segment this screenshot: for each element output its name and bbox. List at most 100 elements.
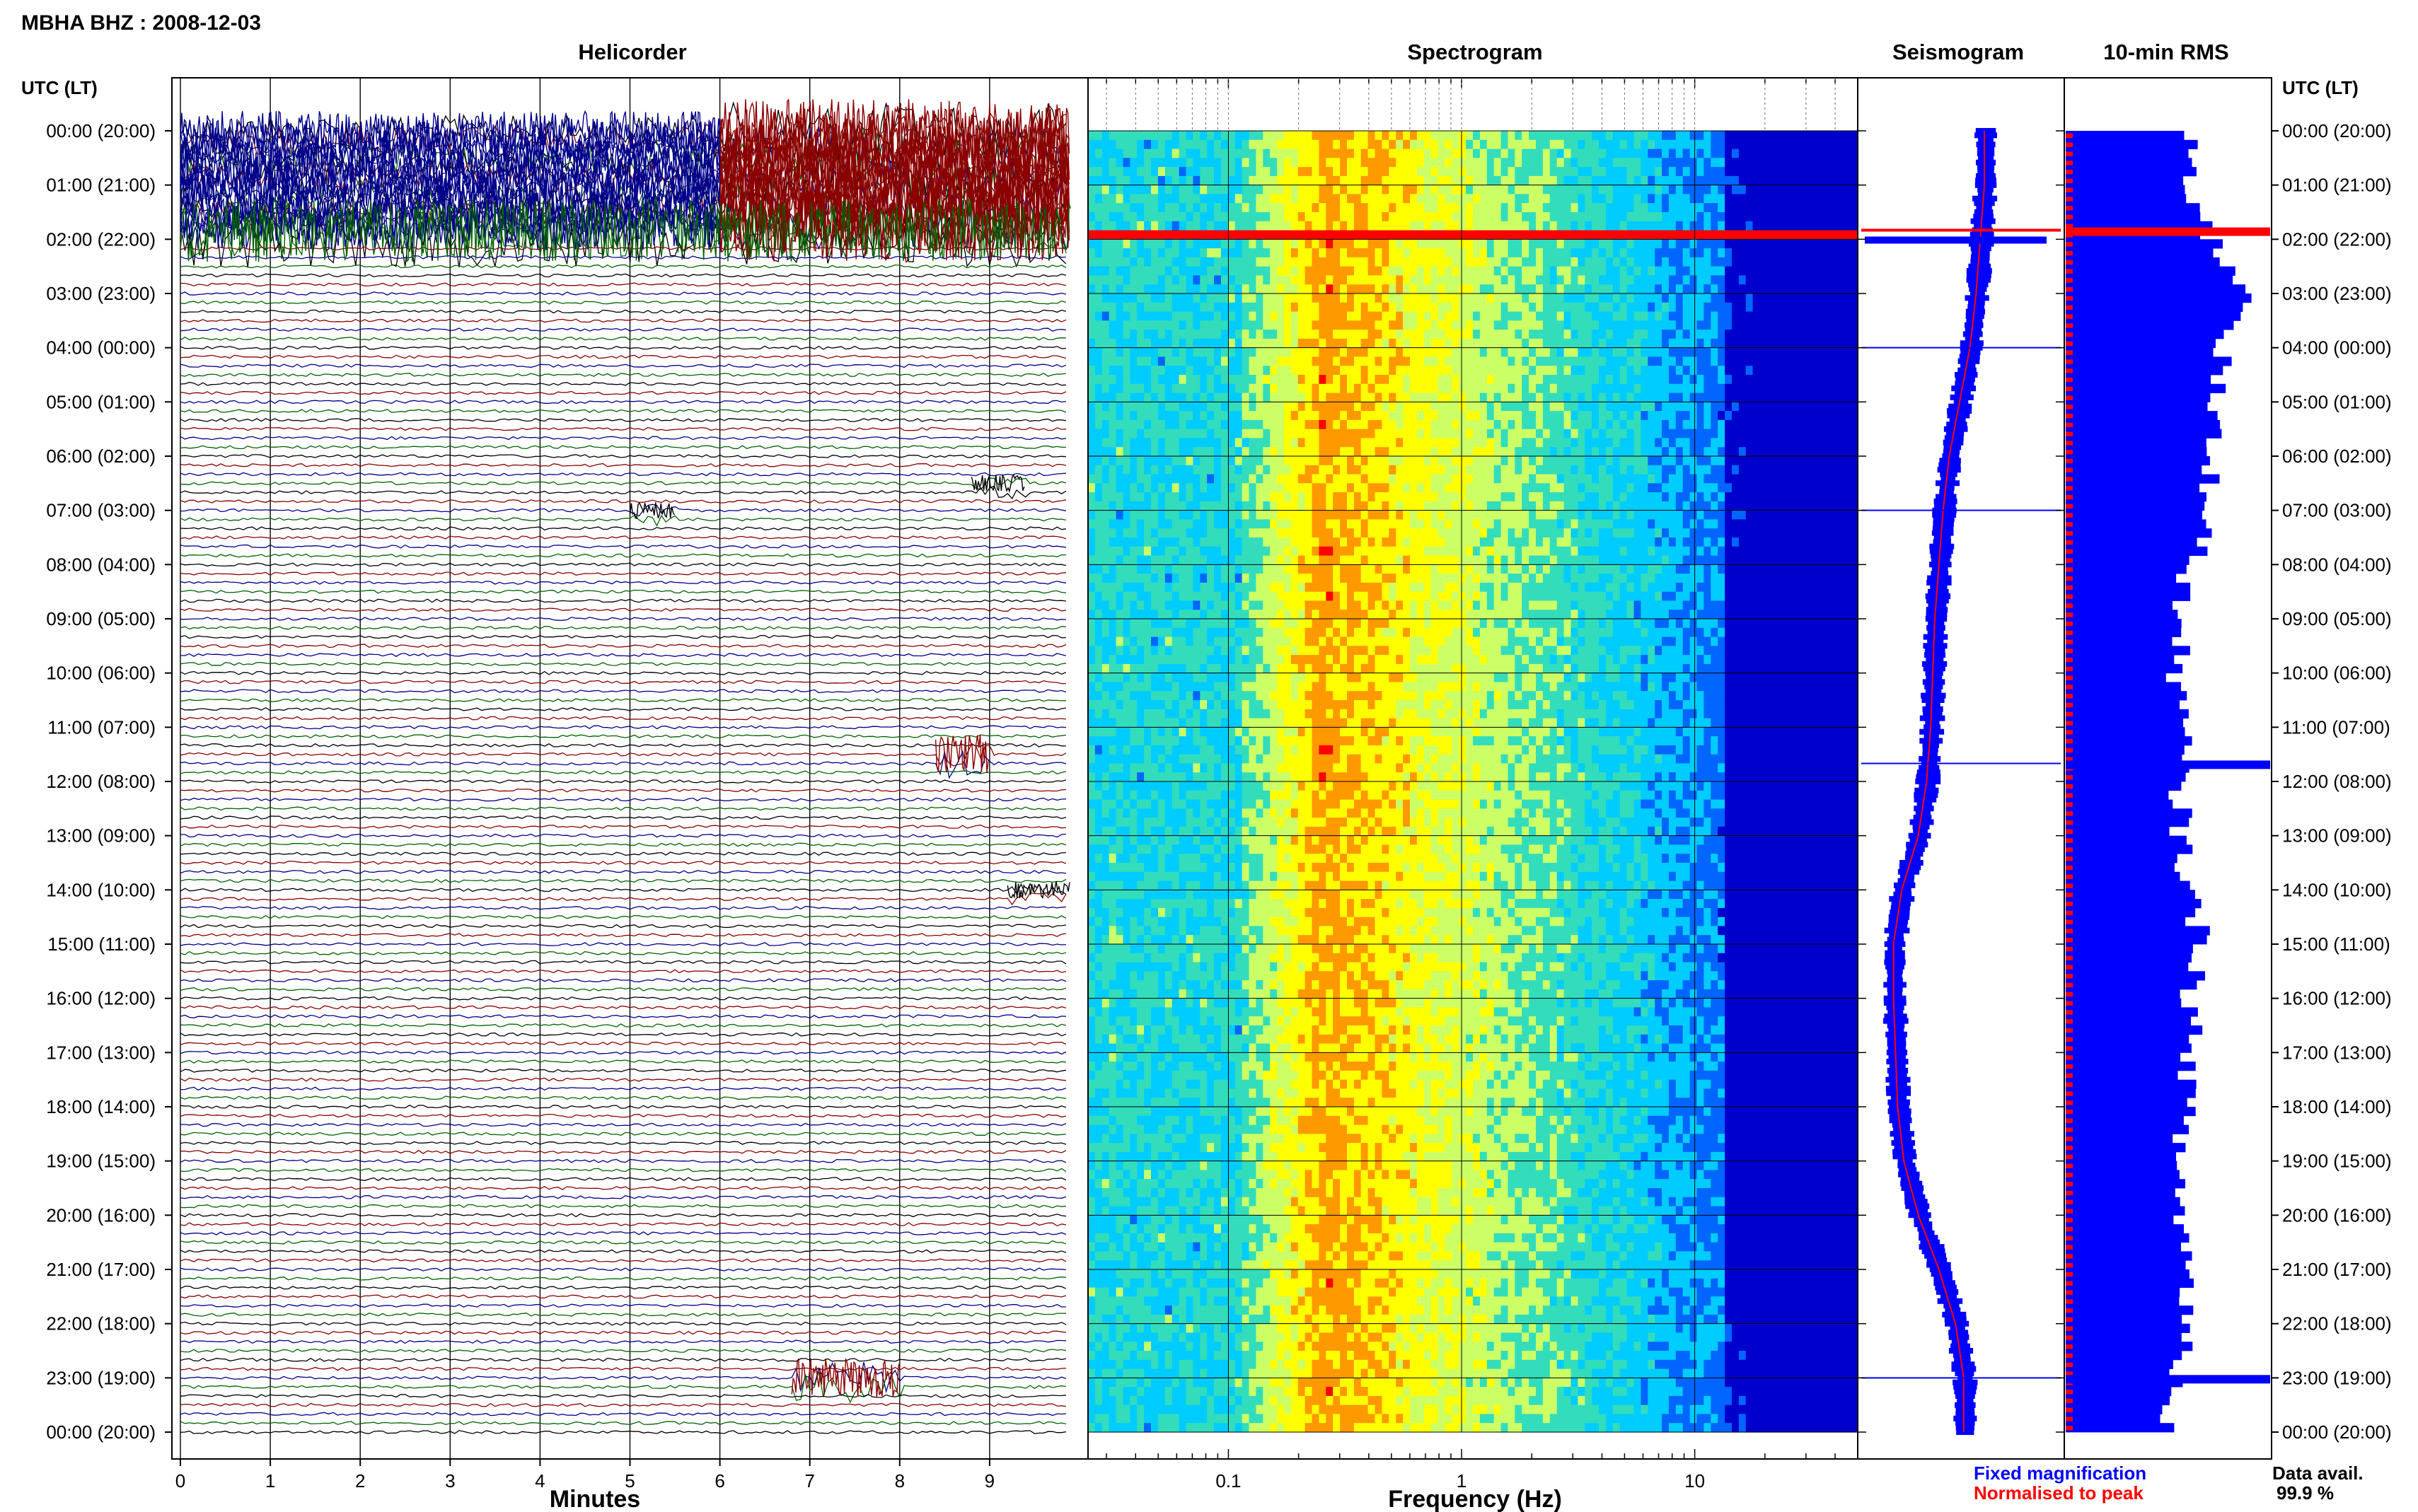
spectrogram-cell <box>1675 293 1684 303</box>
spectrogram-cell <box>1340 257 1348 267</box>
spectrogram-cell <box>1200 311 1208 321</box>
spectrogram-cell <box>1851 438 1858 448</box>
spectrogram-cell <box>1088 510 1096 521</box>
spectrogram-cell <box>1423 175 1432 186</box>
spectrogram-cell <box>1172 139 1180 150</box>
spectrogram-cell <box>1542 429 1551 439</box>
spectrogram-cell <box>1088 402 1096 412</box>
spectrogram-cell <box>1605 492 1614 502</box>
spectrogram-cell <box>1101 284 1110 294</box>
spectrogram-cell <box>1326 392 1334 402</box>
spectrogram-cell <box>1389 375 1396 385</box>
spectrogram-cell <box>1410 185 1418 195</box>
helicorder-event <box>180 146 721 187</box>
spectrogram-cell <box>1123 221 1130 231</box>
spectrogram-cell <box>1696 185 1704 195</box>
spectrogram-cell <box>1207 239 1215 249</box>
spectrogram-cell <box>1452 429 1459 439</box>
helicorder-x-tick-label: 4 <box>535 1470 545 1491</box>
spectrogram-cell <box>1144 230 1152 240</box>
spectrogram-cell <box>1123 519 1130 529</box>
spectrogram-cell <box>1438 447 1445 457</box>
spectrogram-cell <box>1109 167 1117 177</box>
spectrogram-cell <box>1186 185 1193 195</box>
spectrogram-cell <box>1234 465 1243 475</box>
spectrogram-cell <box>1662 302 1670 313</box>
spectrogram-cell <box>1515 257 1522 267</box>
spectrogram-cell <box>1256 501 1263 511</box>
spectrogram-cell <box>1220 203 1229 213</box>
spectrogram-cell <box>1263 519 1271 529</box>
spectrogram-cell <box>1242 194 1250 204</box>
spectrogram-cell <box>1416 465 1425 475</box>
spectrogram-cell <box>1529 330 1537 339</box>
spectrogram-cell <box>1353 311 1362 321</box>
spectrogram-cell <box>1725 465 1732 475</box>
spectrogram-cell <box>1570 284 1578 294</box>
spectrogram-cell <box>1423 203 1432 213</box>
spectrogram-cell <box>1445 257 1452 267</box>
spectrogram-cell <box>1655 383 1662 394</box>
spectrogram-cell <box>1578 419 1585 430</box>
spectrogram-cell <box>1781 167 1788 177</box>
spectrogram-cell <box>1438 131 1445 141</box>
spectrogram-cell <box>1094 456 1103 466</box>
spectrogram-cell <box>1542 311 1551 321</box>
spectrogram-cell <box>1403 203 1411 213</box>
spectrogram-cell <box>1277 248 1285 258</box>
spectrogram-cell <box>1619 366 1628 376</box>
spectrogram-cell <box>1529 302 1537 313</box>
spectrogram-cell <box>1164 248 1173 258</box>
spectrogram-cell <box>1283 266 1292 277</box>
spectrogram-cell <box>1123 419 1130 430</box>
spectrogram-cell <box>1592 429 1600 439</box>
spectrogram-cell <box>1123 330 1130 339</box>
spectrogram-cell <box>1367 320 1376 330</box>
spectrogram-cell <box>1340 383 1348 394</box>
spectrogram-cell <box>1732 375 1740 385</box>
spectrogram-cell <box>1648 194 1655 204</box>
spectrogram-cell <box>1290 320 1299 330</box>
spectrogram-cell <box>1808 149 1817 158</box>
spectrogram-cell <box>1682 311 1691 321</box>
spectrogram-cell <box>1305 330 1313 339</box>
spectrogram-cell <box>1844 311 1851 321</box>
spectrogram-cell <box>1851 185 1858 195</box>
spectrogram-cell <box>1542 149 1551 158</box>
spectrogram-cell <box>1270 284 1278 294</box>
spectrogram-cell <box>1675 375 1684 385</box>
spectrogram-cell <box>1144 419 1152 430</box>
spectrogram-cell <box>1367 158 1376 168</box>
spectrogram-cell <box>1536 139 1544 150</box>
spectrogram-cell <box>1340 483 1348 493</box>
spectrogram-cell <box>1619 257 1628 267</box>
spectrogram-cell <box>1648 465 1655 475</box>
spectrogram-cell <box>1641 139 1648 150</box>
spectrogram-cell <box>1759 221 1767 231</box>
spectrogram-cell <box>1529 447 1537 457</box>
spectrogram-cell <box>1556 284 1565 294</box>
spectrogram-cell <box>1473 302 1481 313</box>
spectrogram-cell <box>1725 302 1732 313</box>
spectrogram-cell <box>1668 284 1677 294</box>
spectrogram-cell <box>1430 194 1439 204</box>
spectrogram-cell <box>1689 492 1698 502</box>
spectrogram-cell <box>1207 375 1215 385</box>
spectrogram-cell <box>1578 212 1585 222</box>
helicorder-event <box>180 110 721 151</box>
helicorder-trace <box>180 680 1066 685</box>
spectrogram-cell <box>1542 266 1551 277</box>
spectrogram-cell <box>1263 284 1271 294</box>
spectrogram-cell <box>1815 175 1824 186</box>
spectrogram-cell <box>1193 429 1201 439</box>
spectrogram-cell <box>1626 375 1635 385</box>
spectrogram-cell <box>1410 519 1418 529</box>
spectrogram-cell <box>1668 429 1677 439</box>
spectrogram-cell <box>1438 266 1445 277</box>
spectrogram-cell <box>1186 438 1193 448</box>
spectrogram-cell <box>1808 131 1817 141</box>
spectrogram-cell <box>1430 167 1439 177</box>
spectrogram-cell <box>1851 212 1858 222</box>
spectrogram-cell <box>1123 438 1130 448</box>
spectrogram-cell <box>1277 185 1285 195</box>
